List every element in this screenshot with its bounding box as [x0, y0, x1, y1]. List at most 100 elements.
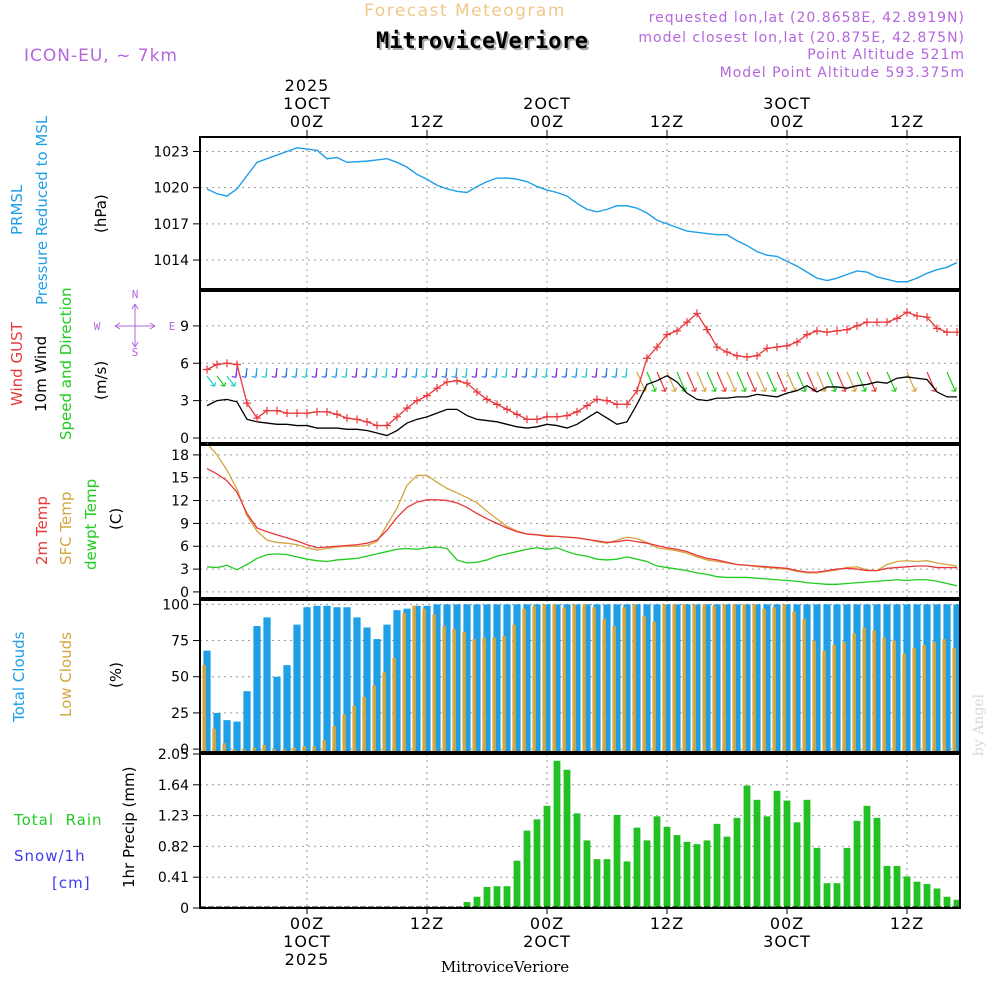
low-clouds-bar — [642, 615, 646, 752]
wind-direction-arrowhead — [771, 387, 777, 392]
total-clouds-bar — [373, 639, 381, 752]
wind-gust-marker — [943, 328, 951, 337]
wind-direction-arrowhead — [691, 387, 697, 392]
rain-bar — [903, 876, 911, 908]
low-clouds-bar — [522, 608, 526, 752]
clouds-ytick-label: 100 — [162, 597, 189, 613]
wind-direction-arrowhead — [311, 373, 318, 379]
rain-bar — [563, 769, 571, 908]
wind-gust-marker — [423, 391, 431, 400]
wind-gust-marker — [813, 326, 821, 335]
temp2m-line — [206, 468, 957, 573]
model-altitude: Model Point Altitude 593.375m — [720, 65, 965, 81]
wind-direction-arrowhead — [461, 373, 468, 379]
wind-gust-marker — [303, 409, 311, 418]
wind-direction-arrowhead — [711, 387, 717, 392]
low-clouds-bar — [682, 604, 686, 752]
wind-gust-marker — [243, 399, 251, 408]
low-clouds-bar — [532, 605, 536, 752]
wind-direction-arrowhead — [381, 373, 388, 379]
total-clouds-bar — [543, 604, 551, 752]
total-clouds-bar — [713, 604, 721, 752]
wind-panel: 0 3 6 9 — [180, 290, 961, 447]
total-clouds-bar — [843, 604, 851, 752]
low-clouds-bar — [762, 608, 766, 752]
total-clouds-bar — [293, 624, 301, 752]
rain-bar — [653, 816, 661, 908]
wind-direction-arrowhead — [220, 382, 227, 387]
low-clouds-bar — [902, 653, 906, 752]
bottom-time-label: 3OCT — [763, 932, 811, 951]
low-clouds-bar — [212, 728, 216, 752]
rain-bar — [783, 800, 791, 908]
temp-dewpt-label: dewpt Temp — [82, 479, 100, 570]
low-clouds-bar — [502, 636, 506, 752]
temp-ytick-label: 18 — [171, 448, 189, 464]
rain-bar — [713, 823, 721, 908]
wind-gust-marker — [713, 343, 721, 352]
wind-ytick-label: 6 — [180, 356, 189, 372]
rain-bar — [743, 785, 751, 908]
wind-direction-arrowhead — [301, 373, 308, 379]
temp-ytick-label: 0 — [180, 585, 189, 601]
wind-direction-arrowhead — [341, 373, 348, 379]
wind-gust-marker — [863, 318, 871, 327]
wind-direction-arrowhead — [291, 373, 298, 379]
wind-gust-marker — [383, 421, 391, 430]
wind-gust-marker — [313, 407, 321, 416]
wind-gust-marker — [803, 330, 811, 339]
low-clouds-bar — [852, 633, 856, 752]
low-clouds-bar — [292, 747, 296, 752]
low-clouds-bar — [432, 614, 436, 752]
low-clouds-bar — [672, 604, 676, 752]
total-clouds-bar — [803, 604, 811, 752]
wind-direction-arrow — [736, 371, 746, 392]
pressure-label-1: PRMSL — [8, 184, 26, 235]
wind-direction-arrowhead — [871, 387, 877, 392]
wind-gust-marker — [513, 410, 521, 419]
total-clouds-bar — [933, 604, 941, 752]
clouds-ytick-label: 50 — [171, 670, 189, 686]
wind-direction-arrowhead — [331, 373, 338, 379]
total-clouds-bar — [403, 608, 411, 752]
wind-gust-marker — [413, 396, 421, 405]
wind-gust-marker — [643, 354, 651, 363]
wind-gust-marker — [533, 415, 541, 424]
wind-direction-arrowhead — [421, 373, 428, 379]
total-clouds-bar — [613, 604, 621, 752]
wind-gust-marker — [223, 359, 231, 368]
wind-direction-arrowhead — [571, 373, 578, 379]
wind-direction-arrowhead — [611, 373, 618, 379]
bottom-time-label: 00Z — [770, 914, 804, 933]
rain-bar — [583, 840, 591, 908]
compass-n: N — [132, 288, 139, 301]
rain-bar — [733, 817, 741, 908]
wind-direction-arrowhead — [831, 387, 837, 392]
total-clouds-bar — [593, 604, 601, 752]
low-clouds-bar — [872, 630, 876, 752]
precip-panel: 0 0.41 0.82 1.23 1.64 2.05 — [158, 747, 961, 917]
wind-gust-marker — [253, 414, 261, 423]
low-clouds-bar — [692, 604, 696, 752]
wind-direction-arrowhead — [801, 387, 807, 392]
wind-direction-arrowhead — [321, 373, 328, 379]
total-clouds-bar — [743, 604, 751, 752]
low-clouds-bar — [792, 611, 796, 752]
compass-w: W — [94, 320, 101, 333]
low-clouds-bar — [862, 627, 866, 752]
wind-gust-marker — [783, 341, 791, 350]
rain-bar — [673, 835, 681, 908]
rain-bar — [693, 844, 701, 908]
footer-location: MitroviceVeriore — [441, 958, 569, 976]
wind-direction-arrow — [776, 371, 786, 392]
wind-gust-marker — [633, 386, 641, 395]
wind-gust-marker — [923, 313, 931, 322]
wind-gust-marker — [543, 412, 551, 421]
wind-gust-marker — [523, 415, 531, 424]
low-clouds-bar — [602, 618, 606, 752]
rain-bar — [953, 899, 960, 908]
wind-gust-marker — [463, 379, 471, 388]
temp-ytick-label: 12 — [171, 494, 189, 510]
total-clouds-bar — [213, 712, 221, 752]
